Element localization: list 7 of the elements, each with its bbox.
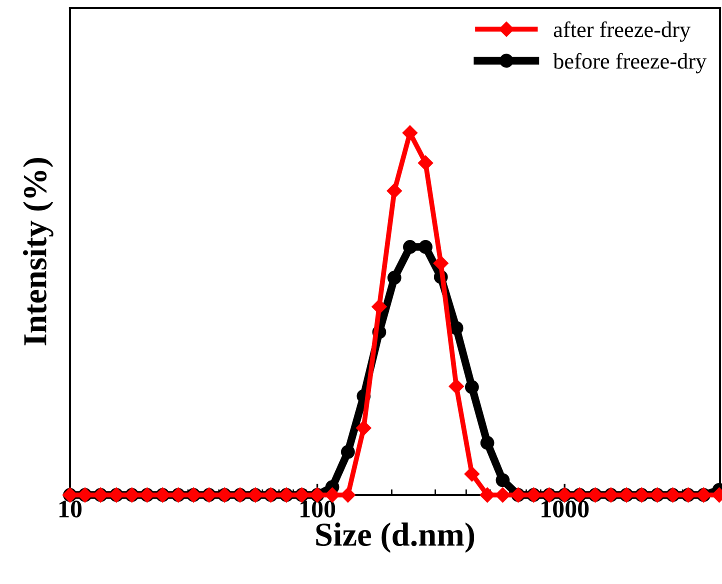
y-axis-title: Intensity (%)	[23, 158, 54, 346]
x-tick-label: 10	[60, 500, 82, 518]
x-tick-label: 100	[300, 500, 336, 518]
legend-label: after freeze-dry	[554, 21, 691, 42]
x-tick-label: 1000	[542, 500, 589, 518]
x-axis-title: Size (d.nm)	[316, 522, 474, 553]
legend-label: before freeze-dry	[553, 52, 707, 74]
